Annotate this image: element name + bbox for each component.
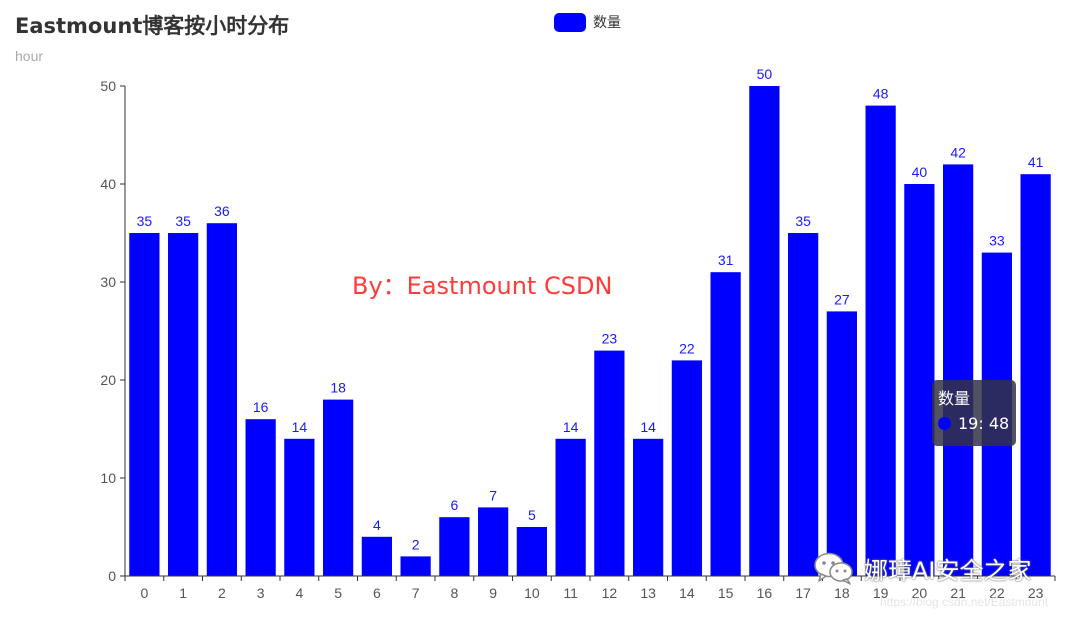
bar [865, 105, 896, 576]
x-tick-label: 13 [640, 585, 656, 601]
bar-value-label: 14 [563, 419, 579, 435]
bar-value-label: 16 [253, 399, 269, 415]
author-watermark: By：Eastmount CSDN [352, 272, 613, 300]
tooltip-dot-icon [938, 417, 951, 430]
x-tick-label: 0 [140, 585, 148, 601]
x-tick-label: 4 [295, 585, 303, 601]
bar [826, 311, 857, 576]
chart-subtitle: hour [15, 48, 44, 64]
bar [594, 350, 625, 576]
data-tooltip: 数量 19: 48 [932, 380, 1016, 446]
legend-label: 数量 [593, 15, 621, 31]
x-tick-label: 12 [602, 585, 618, 601]
bar-value-label: 35 [137, 213, 153, 229]
x-tick-label: 22 [989, 585, 1005, 601]
bar [516, 527, 547, 576]
bar-value-label: 36 [214, 203, 230, 219]
bar-value-label: 35 [795, 213, 811, 229]
bar-value-label: 40 [912, 164, 928, 180]
bar [904, 184, 935, 576]
x-tick-label: 20 [912, 585, 928, 601]
x-tick-label: 6 [373, 585, 381, 601]
x-tick-label: 17 [795, 585, 811, 601]
tooltip-row: 19: 48 [938, 414, 1010, 433]
y-tick-label: 0 [108, 568, 116, 584]
bar [439, 517, 470, 576]
tooltip-title: 数量 [938, 389, 971, 408]
x-tick-label: 5 [334, 585, 342, 601]
bar [129, 233, 160, 576]
x-tick-label: 8 [450, 585, 458, 601]
wechat-account-name: 娜璋AI安全之家 [864, 556, 1032, 585]
tooltip-value: 19: 48 [958, 414, 1010, 433]
bar [555, 438, 586, 576]
wechat-watermark: 娜璋AI安全之家 [812, 550, 1032, 586]
bar-value-label: 2 [412, 536, 420, 552]
y-tick-label: 10 [100, 470, 116, 486]
x-tick-label: 7 [412, 585, 420, 601]
x-tick-label: 9 [489, 585, 497, 601]
bar [633, 438, 664, 576]
wechat-icon [814, 552, 853, 585]
bar-value-label: 5 [528, 507, 536, 523]
bar-value-label: 27 [834, 291, 850, 307]
bar-value-label: 6 [450, 497, 458, 513]
bar [943, 164, 974, 576]
bar-value-label: 35 [175, 213, 191, 229]
x-tick-label: 2 [218, 585, 226, 601]
bar-value-label: 14 [292, 419, 308, 435]
bar [245, 419, 276, 576]
bar [400, 556, 431, 576]
bar [671, 360, 702, 576]
x-tick-label: 21 [950, 585, 966, 601]
bar-value-label: 22 [679, 340, 695, 356]
bar-value-label: 23 [602, 331, 618, 347]
bar-value-label: 4 [373, 517, 381, 533]
x-tick-label: 11 [563, 585, 578, 601]
url-watermark: https://blog.csdn.net/Eastmount [880, 595, 1049, 609]
x-tick-label: 16 [757, 585, 773, 601]
bar [206, 223, 237, 576]
bar-value-label: 18 [330, 380, 346, 396]
bar [361, 536, 392, 576]
y-tick-label: 50 [100, 78, 116, 94]
bar [749, 86, 780, 576]
bar [478, 507, 509, 576]
bar-value-label: 14 [640, 419, 656, 435]
bar-value-label: 42 [950, 144, 966, 160]
y-tick-label: 40 [100, 176, 116, 192]
bar [710, 272, 741, 576]
chart-title: Eastmount博客按小时分布 [15, 14, 290, 38]
x-tick-label: 3 [257, 585, 265, 601]
bar-value-label: 33 [989, 233, 1005, 249]
legend[interactable]: 数量 [554, 12, 621, 32]
y-tick-label: 30 [100, 274, 116, 290]
bar [788, 233, 819, 576]
x-tick-label: 19 [873, 585, 889, 601]
bar-value-label: 31 [718, 252, 734, 268]
bar [284, 438, 315, 576]
bar-value-label: 50 [757, 66, 773, 82]
x-tick-label: 23 [1028, 585, 1044, 601]
x-tick-label: 18 [834, 585, 850, 601]
bar-value-label: 48 [873, 86, 889, 102]
bar-value-label: 7 [489, 487, 497, 503]
x-tick-label: 10 [524, 585, 540, 601]
x-tick-label: 1 [179, 585, 187, 601]
x-tick-label: 15 [718, 585, 734, 601]
legend-swatch-icon [554, 12, 586, 32]
bar-value-label: 41 [1028, 154, 1044, 170]
bar [323, 399, 354, 576]
bar [168, 233, 199, 576]
y-tick-label: 20 [100, 372, 116, 388]
x-tick-label: 14 [679, 585, 695, 601]
bar [1020, 174, 1051, 576]
